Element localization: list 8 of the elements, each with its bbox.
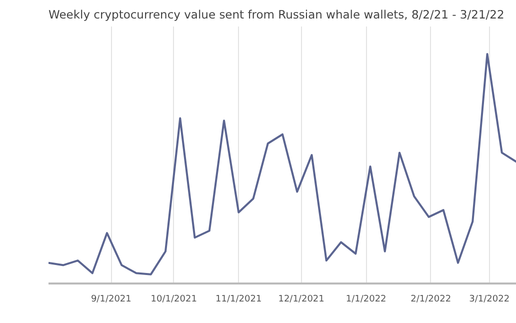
x-tick-label: 12/1/2021 — [278, 294, 324, 304]
x-tick-label: 2/1/2022 — [410, 294, 452, 304]
x-tick-label: 3/1/2022 — [469, 294, 510, 304]
x-tick-label: 1/1/2022 — [346, 294, 386, 304]
x-tick-label: 9/1/2021 — [90, 294, 132, 304]
chart-title: Weekly cryptocurrency value sent from Russian whale wallets, 8/2/21 - 3/21/22 — [48, 8, 504, 22]
x-tick-label: 11/1/2021 — [216, 294, 262, 304]
x-tick-label: 10/1/2021 — [150, 294, 197, 304]
